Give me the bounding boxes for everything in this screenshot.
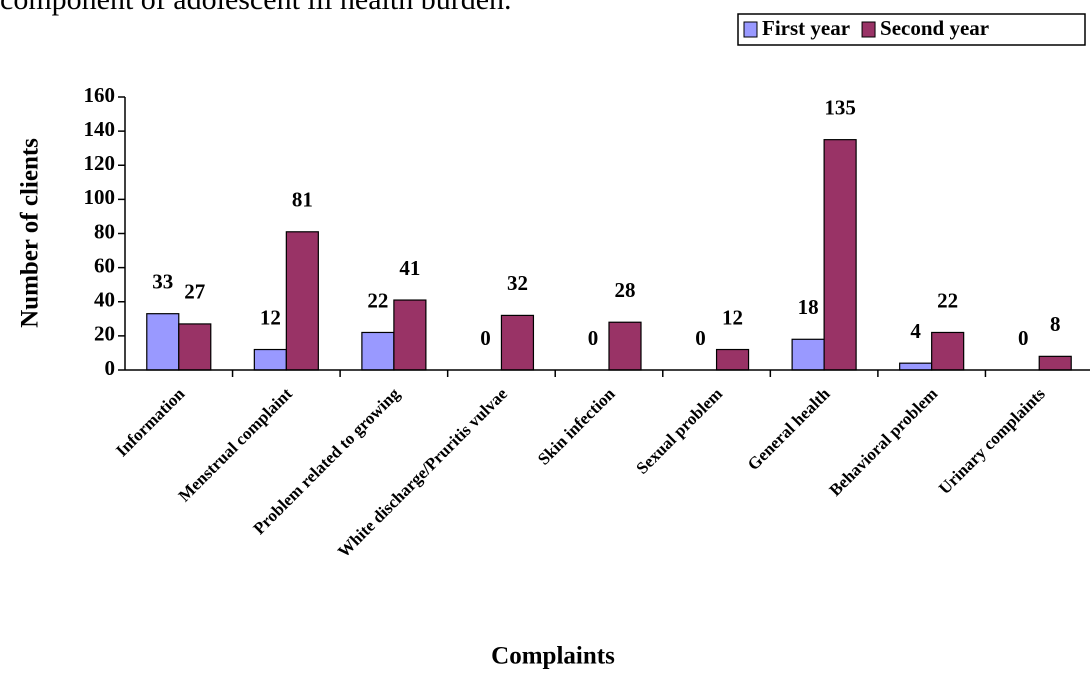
value-label: 12: [722, 305, 743, 329]
bar: [285, 231, 319, 371]
bar: [500, 314, 535, 371]
bar: [178, 323, 212, 371]
y-tick-label: 20: [94, 322, 115, 346]
bar: [608, 321, 642, 371]
annotation: component of adolescent ill health burde…: [0, 0, 512, 16]
value-label: 81: [292, 188, 313, 212]
bar: [715, 348, 750, 371]
bar: [791, 338, 825, 371]
value-label: 27: [184, 280, 205, 304]
y-axis-title: Number of clients: [17, 138, 44, 328]
value-label: 12: [260, 305, 281, 329]
bar: [253, 348, 287, 371]
bar: [931, 331, 965, 371]
y-tick-label: 100: [84, 185, 116, 209]
value-label: 0: [1018, 326, 1029, 350]
bar: [361, 331, 395, 371]
value-label: 22: [367, 288, 388, 312]
value-label: 0: [588, 326, 599, 350]
x-tick-label: Information: [112, 384, 189, 461]
value-label: 0: [695, 326, 706, 350]
bar: [823, 139, 857, 371]
value-label: 18: [798, 295, 819, 319]
legend: First year Second year: [737, 13, 1086, 46]
x-tick-label: White discharge/Pruritis vulvae: [334, 384, 511, 561]
y-tick-label: 120: [84, 151, 116, 175]
value-label: 4: [910, 319, 921, 343]
legend-label: Second year: [880, 16, 989, 40]
bar: [899, 362, 933, 371]
bar: [146, 313, 180, 371]
x-tick-label: Menstrual complaint: [175, 384, 297, 506]
x-tick-label: Behavioral problem: [826, 384, 942, 500]
x-tick-label: Sexual problem: [632, 384, 726, 478]
x-tick-label: General health: [744, 384, 834, 474]
legend-label: First year: [762, 16, 850, 40]
legend-swatch: [743, 21, 758, 38]
y-tick-label: 160: [84, 83, 116, 107]
x-axis-title: Complaints: [491, 643, 615, 670]
y-tick-label: 40: [94, 288, 115, 312]
value-label: 28: [615, 278, 636, 302]
value-label: 8: [1050, 312, 1061, 336]
legend-box: [737, 13, 1086, 46]
value-label: 135: [824, 95, 856, 119]
value-label: 33: [152, 270, 173, 294]
y-tick-label: 140: [84, 117, 116, 141]
x-tick-label: Urinary complaints: [935, 384, 1049, 498]
y-tick-label: 80: [94, 219, 115, 243]
y-tick-label: 60: [94, 253, 115, 277]
bar: [1038, 355, 1072, 371]
y-tick-label: 0: [105, 356, 116, 380]
value-label: 22: [937, 288, 958, 312]
x-tick-label: Skin infection: [534, 384, 619, 469]
legend-swatch: [861, 21, 876, 38]
value-label: 41: [399, 256, 420, 280]
value-label: 32: [507, 271, 528, 295]
value-label: 0: [480, 326, 491, 350]
bar: [393, 299, 427, 371]
